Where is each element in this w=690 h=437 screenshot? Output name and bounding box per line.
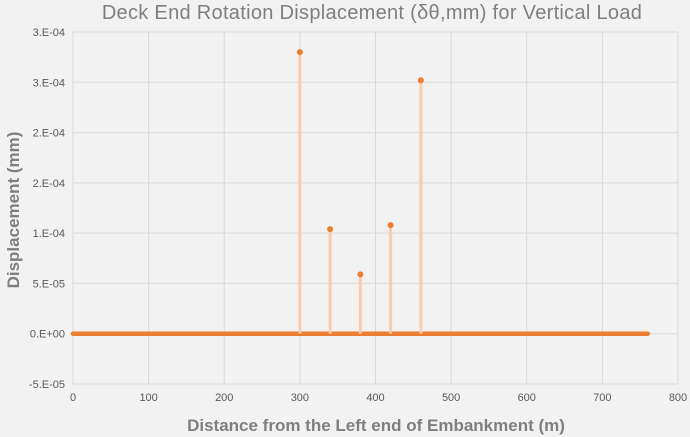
data-point: [327, 226, 334, 233]
chart-title: Deck End Rotation Displacement (δθ,mm) f…: [102, 2, 642, 24]
x-tick-label: 500: [442, 392, 460, 404]
x-tick-label: 100: [139, 392, 157, 404]
data-marks: [70, 49, 650, 336]
y-axis-title: Displacement (mm): [4, 132, 23, 289]
x-tick-label: 700: [593, 392, 611, 404]
x-tick-label: 600: [518, 392, 536, 404]
y-tick-label: 1.E-04: [33, 228, 65, 240]
y-tick-label: 3.E-04: [33, 27, 65, 39]
y-tick-label: 2.E-04: [33, 178, 65, 190]
x-tick-label: 300: [291, 392, 309, 404]
y-tick-label: 0.E+00: [30, 329, 65, 341]
x-tick-label: 200: [215, 392, 233, 404]
x-tick-label: 0: [70, 392, 76, 404]
x-axis-title: Distance from the Left end of Embankment…: [187, 416, 565, 435]
data-point: [296, 49, 303, 56]
y-tick-label: -5.E-05: [29, 379, 65, 391]
data-point: [387, 222, 394, 229]
tick-labels: 0 100 200 300 400 500 600 700 800 -5.E-05 0.E+00 5.…: [29, 27, 687, 404]
data-point: [417, 77, 424, 84]
y-tick-label: 3.E-04: [33, 77, 65, 89]
y-tick-label: 2.E-04: [33, 128, 65, 140]
y-tick-label: 5.E-05: [33, 278, 65, 290]
x-tick-label: 400: [366, 392, 384, 404]
x-tick-label: 800: [669, 392, 687, 404]
data-point: [357, 271, 364, 278]
